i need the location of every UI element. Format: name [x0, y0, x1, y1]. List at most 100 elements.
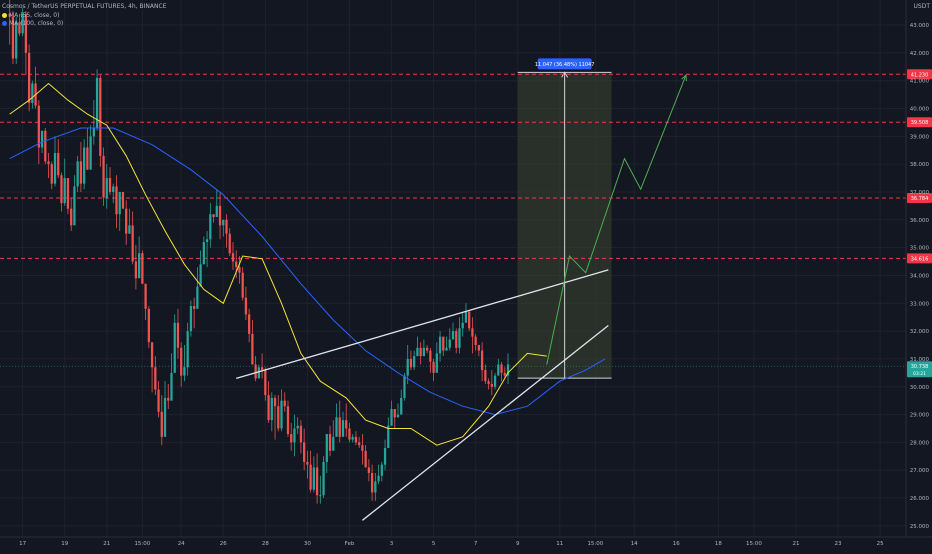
candle-body [461, 322, 464, 329]
y-tick-label: 40.000 [910, 107, 930, 113]
candle-body [400, 397, 403, 415]
candle-body [76, 161, 79, 187]
candle-body [231, 253, 235, 262]
candle-body [319, 495, 322, 497]
candle-body [44, 130, 47, 162]
candle-body [367, 467, 371, 474]
candle-body [396, 414, 400, 418]
candle-body [163, 397, 167, 437]
candle-body [60, 175, 63, 204]
candle-body [358, 442, 361, 446]
candle-body [493, 375, 497, 387]
indicator-legend-ma-slow[interactable]: MA (100, close, 0) [2, 20, 63, 27]
y-tick-label: 28.000 [910, 440, 930, 446]
candle-body [50, 164, 53, 184]
candle-body [8, 13, 11, 17]
x-tick-label: 11 [556, 541, 563, 547]
candle-body [128, 225, 131, 234]
candle-body [500, 364, 503, 373]
x-tick-label: 21 [103, 541, 110, 547]
candle-body [31, 83, 34, 103]
y-tick-label: 42.000 [910, 51, 930, 57]
candle-body [477, 345, 481, 351]
y-tick-label: 30.000 [910, 385, 930, 391]
x-tick-label: 28 [262, 541, 269, 547]
range-label: 11.047 (36.48%) 11047 [535, 62, 595, 68]
x-tick-label: 3 [390, 541, 394, 547]
candle-body [199, 264, 202, 287]
candle-body [299, 425, 303, 443]
price-level-tag [907, 69, 932, 80]
candle-timer-label: 03:21 [913, 371, 926, 377]
range-label-bg [537, 58, 592, 70]
candle-body [325, 434, 328, 462]
x-tick-label: 19 [61, 541, 68, 547]
candle-body [455, 331, 458, 348]
candle-body [442, 336, 445, 351]
candle-body [202, 242, 205, 265]
range-measure-tool[interactable]: 11.047 (36.48%) 11047 [517, 58, 612, 379]
candle-body [125, 208, 128, 234]
candle-body [377, 475, 380, 482]
candle-body [18, 22, 21, 34]
candle-body [131, 225, 134, 262]
candle-body [134, 261, 138, 279]
candle-body [82, 147, 86, 184]
y-tick-label: 26.000 [910, 496, 930, 502]
candle-body [173, 322, 176, 373]
candle-body [102, 155, 105, 198]
candle-body [264, 370, 267, 396]
candle-body [451, 331, 455, 340]
candle-body [241, 272, 244, 298]
ma-fast-color-dot [2, 13, 7, 18]
candle-body [150, 342, 154, 368]
candle-body [15, 22, 18, 59]
candle-body [484, 370, 487, 382]
candle-body [53, 153, 57, 184]
price-level-tag [907, 117, 932, 128]
candles [8, 0, 510, 504]
candle-body [419, 347, 422, 357]
x-tick-label: 15:00 [134, 541, 150, 547]
candle-body [183, 367, 186, 376]
candle-body [70, 208, 73, 226]
candle-body [435, 353, 438, 373]
candle-body [303, 442, 306, 462]
candle-body [238, 267, 241, 273]
candle-body [315, 467, 319, 496]
projection-path[interactable] [546, 74, 687, 365]
x-tick-label: Feb [345, 541, 355, 547]
candle-body [351, 436, 354, 440]
candle-body [345, 420, 348, 429]
trendlines[interactable] [236, 269, 609, 521]
quote-currency-label: USDT [913, 3, 931, 10]
candle-body [209, 214, 212, 240]
indicator-legend-ma-fast[interactable]: MA (55, close, 0) [2, 12, 59, 19]
x-tick-label: 9 [516, 541, 520, 547]
candle-body [235, 261, 238, 268]
trendline[interactable] [236, 269, 609, 380]
projection-path-line[interactable] [546, 74, 687, 365]
y-tick-label: 27.000 [910, 468, 930, 474]
candle-body [112, 186, 115, 192]
y-tick-label: 39.000 [910, 134, 930, 140]
x-tick-label: 17 [19, 541, 26, 547]
candle-body [490, 383, 493, 387]
candle-body [406, 358, 409, 376]
candle-body [338, 417, 341, 437]
y-tick-label: 34.000 [910, 273, 930, 279]
candle-body [503, 372, 506, 376]
candle-body [86, 147, 89, 170]
candle-body [205, 239, 209, 243]
y-tick-label: 37.000 [910, 190, 930, 196]
candle-body [374, 481, 377, 493]
candle-body [99, 77, 102, 156]
trendline[interactable] [361, 325, 609, 521]
price-level-tag [907, 253, 932, 264]
y-tick-label: 41.000 [910, 79, 930, 85]
candle-body [57, 153, 60, 176]
candle-body [497, 364, 500, 376]
candle-body [286, 406, 290, 435]
